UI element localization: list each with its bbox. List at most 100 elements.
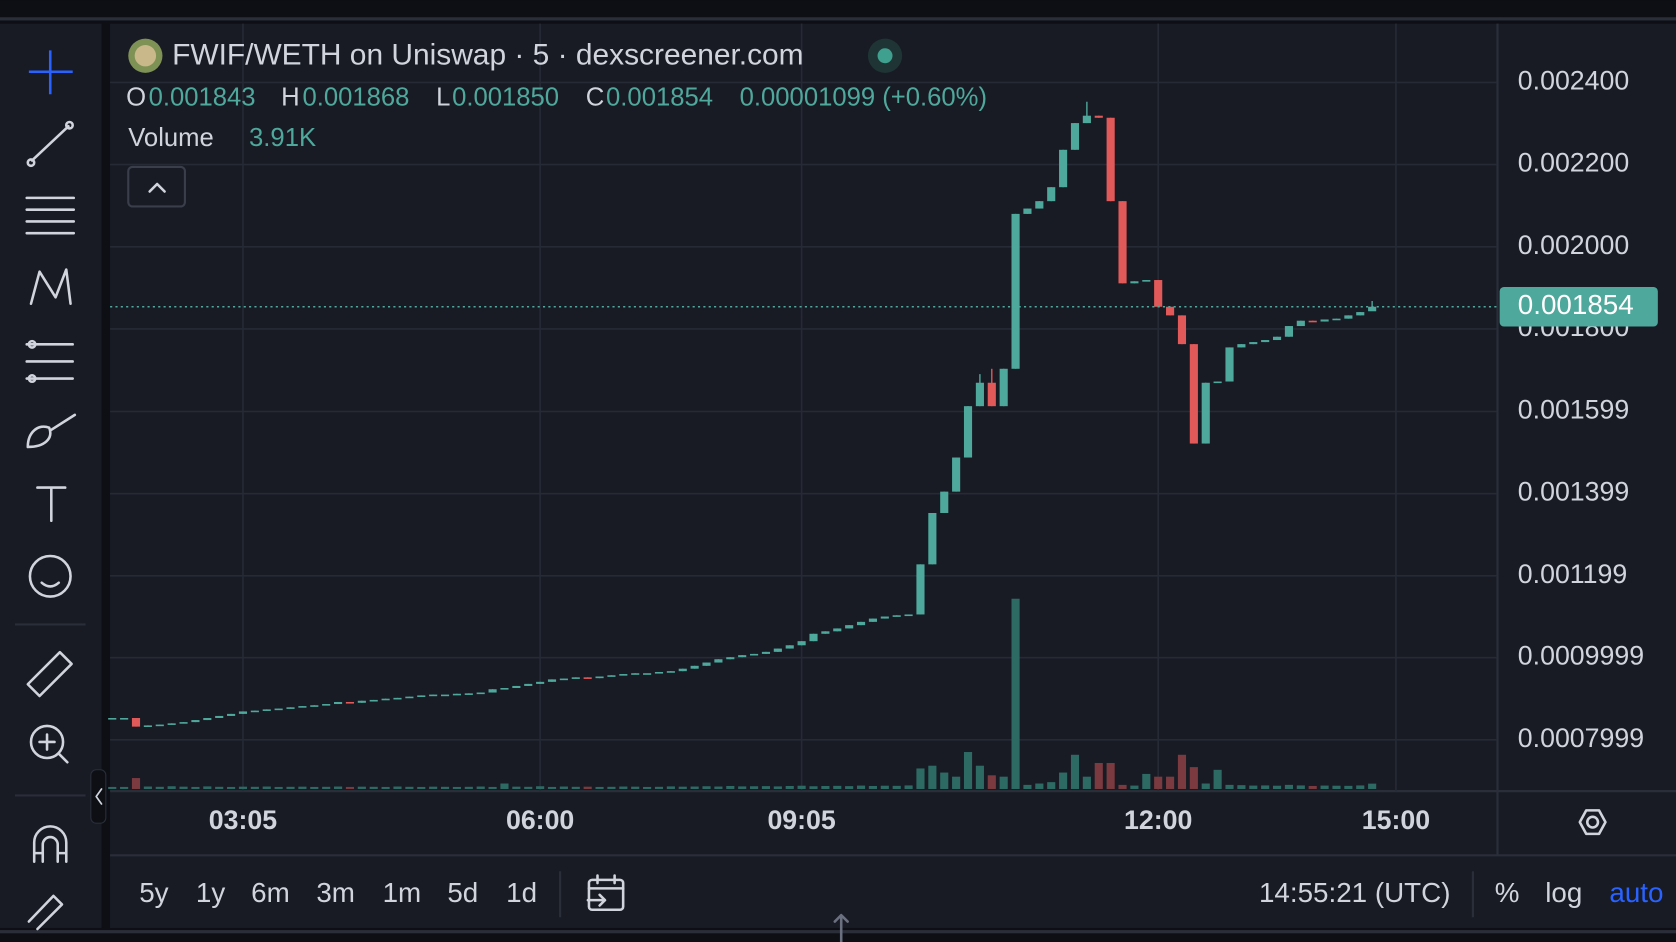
volume-bar	[524, 786, 533, 789]
volume-bar	[143, 786, 152, 789]
legend-value: 0.001868	[302, 83, 409, 111]
volume-bar	[1166, 776, 1175, 789]
candle-body	[191, 720, 200, 723]
volume-bar	[1344, 785, 1353, 789]
volume-bar	[856, 785, 866, 789]
brush-tool[interactable]	[26, 413, 77, 449]
candle-body	[298, 706, 307, 708]
candle-body	[1082, 115, 1091, 124]
candle-body	[1023, 208, 1032, 214]
settings-button[interactable]	[1578, 809, 1607, 836]
volume-bar	[334, 786, 343, 789]
x-tick-label: 06:00	[506, 805, 574, 835]
candle-body	[1368, 306, 1377, 312]
candle-body	[464, 693, 473, 695]
candle-body	[1166, 306, 1175, 316]
candle-body	[167, 723, 176, 725]
range-button[interactable]: 5y	[139, 877, 168, 908]
volume-bar	[785, 785, 794, 789]
volume-bar	[179, 786, 188, 789]
volume-bar	[547, 786, 557, 789]
candle-body	[1237, 344, 1246, 348]
volume-bar	[155, 786, 164, 789]
candle-body	[262, 709, 271, 711]
legend-key: L	[436, 83, 450, 111]
zoom-tool[interactable]	[29, 724, 69, 764]
candle-body	[1035, 201, 1044, 209]
volume-bar	[322, 786, 331, 789]
volume-bar	[1023, 784, 1032, 789]
range-button[interactable]: 1y	[196, 877, 225, 908]
candle-body	[928, 512, 937, 565]
scale-button[interactable]: %	[1495, 877, 1520, 908]
magnet-tool[interactable]	[32, 825, 68, 863]
candle-body	[108, 717, 117, 720]
range-button[interactable]: 6m	[251, 877, 290, 908]
candle-body	[500, 688, 509, 690]
candle-body	[334, 701, 343, 705]
volume-bar	[310, 786, 319, 789]
icon	[32, 825, 68, 863]
icon	[1578, 809, 1607, 836]
scale-button[interactable]: auto	[1609, 877, 1663, 908]
emoji-tool[interactable]	[28, 554, 72, 598]
text-tool[interactable]	[36, 486, 67, 522]
x-tick-label: 15:00	[1362, 805, 1430, 835]
candle-body	[1142, 280, 1151, 282]
y-tick-label: 0.001199	[1518, 559, 1627, 589]
collapse-toolbar[interactable]	[90, 769, 107, 824]
candle-body	[821, 631, 830, 634]
volume-bar	[1296, 785, 1305, 789]
candle-body	[987, 382, 996, 407]
candle-body	[381, 698, 390, 701]
volume-bar	[559, 786, 568, 789]
candle-body	[892, 615, 901, 617]
volume-bar	[440, 786, 450, 789]
volume-bar	[726, 785, 735, 789]
y-tick-label: 0.001599	[1518, 395, 1629, 425]
candle-body	[476, 692, 485, 695]
icon	[29, 724, 65, 760]
volume-bar	[167, 786, 176, 789]
candle-body	[227, 713, 236, 716]
candle-body	[1261, 340, 1270, 343]
range-button[interactable]: 1d	[506, 877, 537, 908]
volume-bar	[666, 786, 675, 789]
range-button[interactable]: 3m	[316, 877, 355, 908]
legend-key: O	[126, 83, 146, 111]
candle-body	[880, 616, 889, 619]
volume-bar	[904, 785, 913, 789]
volume-bar	[1284, 784, 1293, 789]
candle-body	[203, 717, 212, 721]
fib-tool[interactable]	[25, 196, 76, 235]
pattern-tool[interactable]	[29, 268, 72, 306]
ruler-tool[interactable]	[26, 650, 73, 698]
candle-body	[940, 491, 949, 513]
trend-line-tool[interactable]	[26, 120, 74, 168]
candle-body	[417, 695, 426, 698]
candle-body	[975, 382, 984, 407]
volume-bar	[1011, 598, 1020, 789]
icon	[1586, 815, 1600, 829]
volume-bar	[1177, 754, 1187, 789]
candle-body	[963, 406, 973, 458]
lock-draw-tool[interactable]	[27, 894, 64, 931]
collapse-legend[interactable]	[127, 165, 186, 208]
volume-bar	[761, 786, 771, 789]
candle-body	[155, 724, 164, 727]
range-button[interactable]: 1m	[383, 877, 422, 908]
volume-bar	[797, 785, 806, 789]
scale-button[interactable]: log	[1545, 877, 1582, 908]
candle-body	[405, 696, 414, 699]
volume-bar	[738, 786, 747, 789]
left-toolbar	[0, 23, 102, 928]
last-price-box	[1499, 286, 1658, 327]
candle-body	[785, 645, 794, 649]
date-range-button[interactable]	[586, 874, 625, 912]
range-button[interactable]: 5d	[447, 877, 478, 908]
crosshair-tool[interactable]	[28, 50, 73, 95]
volume-bar	[809, 786, 818, 789]
candle-body	[773, 648, 782, 652]
projection-tool[interactable]	[25, 339, 74, 384]
expand-panel[interactable]	[833, 913, 849, 942]
